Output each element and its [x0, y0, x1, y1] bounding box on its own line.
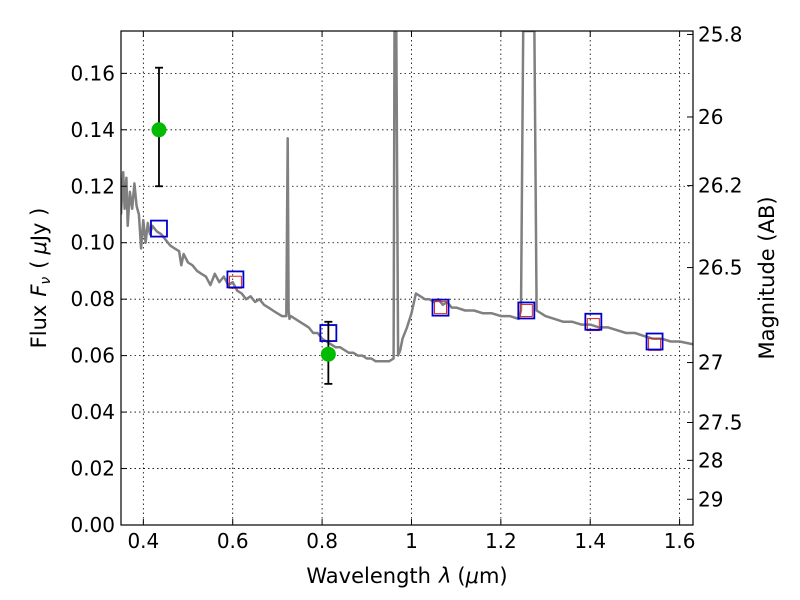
- plot-frame: [120, 30, 694, 526]
- y2-tick-label: 27: [698, 351, 723, 375]
- observed-photometry-marker: [519, 303, 533, 317]
- y2-tick-label: 26.2: [698, 174, 743, 198]
- model-photometry-marker: [584, 312, 603, 331]
- x-tick-label: 1.2: [485, 529, 517, 553]
- y-tick-label: 0.02: [70, 457, 115, 481]
- x-tick-label: 1.4: [574, 529, 606, 553]
- y-tick-label: 0.14: [70, 118, 115, 142]
- model-photometry-marker: [431, 298, 450, 317]
- x-tick-label: 1: [405, 529, 418, 553]
- ticks: 0.4 0.6 0.8 1 1.2 1.4 1.6 0.00 0.02 0.04 0.06 0.08 0…: [70, 22, 742, 553]
- model-photometry-marker: [150, 219, 168, 238]
- model-photometry-marker: [517, 301, 536, 320]
- model-spectrum-line: [121, 31, 693, 363]
- observed-photometry-marker: [434, 301, 448, 315]
- x-tick-label: 1.6: [664, 529, 696, 553]
- series-group: [121, 31, 693, 385]
- y-tick-label: 0.06: [70, 344, 115, 368]
- y-tick-label: 0.16: [70, 61, 115, 85]
- y-tick-label: 0.00: [70, 513, 115, 537]
- observed-point: [320, 346, 336, 362]
- x-tick-label: 0.6: [217, 529, 249, 553]
- y2-tick-label: 26: [698, 105, 723, 129]
- y-tick-label: 0.12: [70, 174, 115, 198]
- y-tick-label: 0.08: [70, 287, 115, 311]
- model-photometry-marker: [645, 332, 664, 351]
- y-tick-label: 0.10: [70, 231, 115, 255]
- x-axis-label: Wavelength λ (μm): [306, 564, 507, 588]
- y-axis-label: FluxFν(μJy ): [27, 208, 54, 349]
- y2-tick-label: 25.8: [698, 22, 743, 46]
- y-tick-label: 0.04: [70, 400, 115, 424]
- y2-tick-label: 27.5: [698, 411, 743, 435]
- y2-tick-label: 29: [698, 487, 723, 511]
- y2-tick-label: 26.5: [698, 256, 743, 280]
- x-tick-label: 0.8: [306, 529, 338, 553]
- y2-tick-label: 28: [698, 448, 723, 472]
- y2-axis-label: Magnitude (AB): [755, 196, 779, 359]
- observed-point: [151, 122, 167, 138]
- observed-photometry-marker: [648, 337, 662, 351]
- model-photometry-marker: [226, 270, 245, 289]
- plot-area: [121, 31, 693, 385]
- x-tick-label: 0.4: [127, 529, 159, 553]
